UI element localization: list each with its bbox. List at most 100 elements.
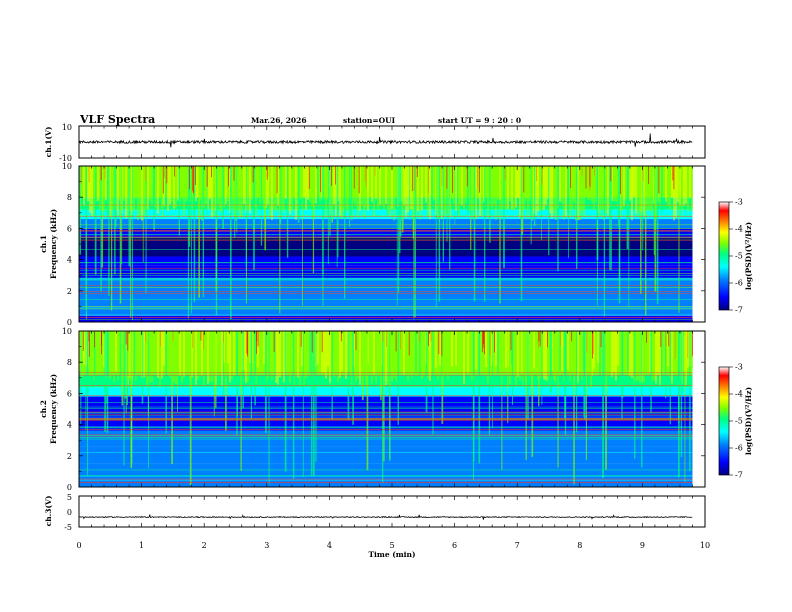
spectrogram-cell	[627, 331, 629, 371]
spectrogram-cell	[89, 166, 91, 213]
spectrogram-cell	[447, 331, 449, 380]
spectrogram-cell	[263, 166, 265, 209]
spectrogram-cell	[277, 331, 279, 385]
spectrogram-cell	[673, 166, 675, 221]
spectrogram-cell	[567, 331, 569, 370]
spectrogram-cell	[491, 166, 493, 211]
spectrogram-cell	[371, 166, 373, 202]
spectrogram-cell	[79, 331, 81, 371]
spectrogram-cell	[517, 166, 519, 199]
spectrogram-cell	[487, 166, 489, 219]
spectrogram-cell	[89, 331, 91, 376]
spectrogram-cell	[167, 166, 169, 212]
ytick-label: 0	[67, 318, 72, 327]
spectrogram-cell	[499, 331, 501, 366]
spectrogram-cell	[683, 331, 685, 372]
spectrogram-cell	[93, 166, 95, 216]
spectrogram-cell	[181, 331, 183, 383]
spectrogram-cell	[287, 331, 289, 367]
spectrogram-cell	[283, 331, 285, 383]
spectrogram-cell	[603, 331, 605, 365]
spectrogram-cell	[601, 331, 603, 370]
spectrogram-cell	[639, 166, 641, 213]
spectrogram-cell	[199, 166, 201, 201]
spectrogram-cell	[209, 166, 211, 200]
spectrogram-cell	[305, 166, 307, 210]
spectrogram-cell	[173, 331, 175, 384]
spectrogram-cell	[545, 331, 547, 381]
spectrogram-cell	[565, 166, 567, 217]
spectrogram-cell	[395, 331, 397, 382]
ch3-waveform-xticks	[78, 496, 706, 527]
spectrogram-cell	[101, 331, 103, 365]
spectrogram-cell	[587, 166, 589, 200]
ytick-label: 8	[67, 358, 72, 367]
spectrogram-cell	[599, 331, 601, 383]
station-label: station=OUI	[343, 116, 396, 125]
spectrogram-cell	[639, 331, 641, 384]
spectrogram-band	[79, 237, 693, 257]
spectrogram-cell	[311, 166, 313, 206]
spectrogram-cell	[513, 166, 515, 211]
colorbar-tick-label: -4	[735, 390, 743, 399]
spectrogram-cell	[105, 166, 107, 201]
spectrogram-cell	[465, 166, 467, 203]
spectrogram-cell	[319, 166, 321, 202]
spectrogram-cell	[149, 331, 151, 384]
spectrogram-cell	[521, 331, 523, 374]
spectrogram-cell	[321, 166, 323, 199]
ch2-spectrogram-image	[79, 331, 693, 487]
spectrogram-cell	[81, 331, 83, 378]
spectrogram-cell	[355, 166, 357, 206]
x-tick-label: 5	[389, 541, 394, 550]
spectrogram-cell	[673, 331, 675, 366]
spectrogram-cell	[447, 166, 449, 214]
spectrogram-cell	[233, 331, 235, 376]
spectrogram-cell	[337, 331, 339, 383]
x-tick-label: 10	[700, 541, 710, 550]
spectrogram-cell	[257, 331, 259, 368]
spectrogram-cell	[329, 331, 331, 384]
spectrogram-cell	[439, 331, 441, 366]
spectrogram-cell	[269, 331, 271, 368]
spectrogram-cell	[539, 331, 541, 378]
spectrogram-cell	[641, 166, 643, 213]
spectrogram-cell	[323, 166, 325, 200]
spectrogram-cell	[271, 166, 273, 220]
spectrogram-cell	[611, 331, 613, 378]
spectrogram-cell	[197, 331, 199, 380]
spectrogram-cell	[399, 331, 401, 371]
spectrogram-cell	[145, 331, 147, 370]
spectrogram-cell	[541, 166, 543, 212]
spectrogram-cell	[157, 166, 159, 214]
spectrogram-band	[79, 219, 693, 229]
spectrogram-cell	[427, 166, 429, 216]
spectrogram-cell	[615, 166, 617, 202]
spectrogram-cell	[431, 166, 433, 201]
spectrogram-cell	[159, 331, 161, 386]
spectrogram-cell	[441, 166, 443, 219]
spectrogram-cell	[123, 166, 125, 201]
colorbar-tick-label: -5	[735, 252, 743, 261]
spectrogram-cell	[445, 331, 447, 375]
spectrogram-cell	[669, 166, 671, 210]
spectrogram-cell	[265, 166, 267, 209]
spectrogram-cell	[519, 331, 521, 381]
spectrogram-cell	[129, 331, 131, 378]
spectrogram-cell	[591, 331, 593, 377]
spectrogram-cell	[555, 166, 557, 220]
spectrogram-cell	[379, 331, 381, 373]
spectrogram-cell	[389, 166, 391, 217]
spectrogram-cell	[371, 331, 373, 385]
spectrogram-cell	[273, 166, 275, 210]
spectrogram-cell	[297, 331, 299, 378]
spectrogram-cell	[253, 331, 255, 376]
ch1-waveform-xticks	[78, 126, 706, 158]
ch2-spectrogram-yticks: 0 2 4 6 8 10	[62, 327, 705, 492]
spectrogram-cell	[407, 166, 409, 213]
spectrogram-cell	[301, 166, 303, 199]
spectrogram-cell	[181, 166, 183, 199]
spectrogram-cell	[393, 166, 395, 221]
